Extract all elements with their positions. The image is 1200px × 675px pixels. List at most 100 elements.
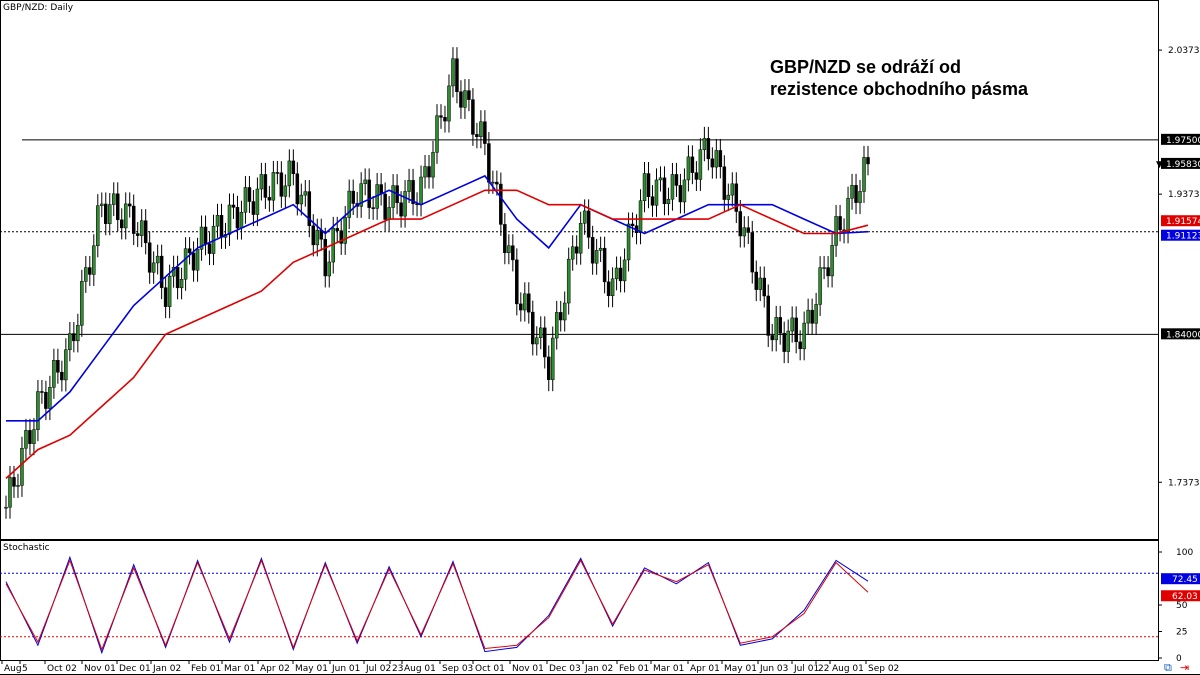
candle-body	[231, 204, 236, 208]
x-tick-label: Feb 01	[191, 664, 221, 674]
candle-body	[179, 278, 184, 289]
candle-body	[24, 430, 28, 449]
price-tag	[1161, 328, 1200, 340]
ma-blue-line	[6, 174, 869, 422]
candle-body	[646, 173, 651, 197]
candle-body	[670, 174, 675, 200]
candle-body	[335, 228, 339, 231]
candle-body	[602, 247, 607, 283]
candle-body	[546, 356, 551, 380]
candle-body	[706, 138, 711, 160]
candle-body	[76, 325, 80, 342]
candle-body	[754, 271, 759, 290]
price-tag-label: 1.84000	[1166, 330, 1200, 340]
candle-body	[195, 249, 200, 271]
candle-body	[147, 242, 152, 273]
candle-body	[60, 371, 64, 381]
candle-body	[658, 177, 663, 181]
stoch-tick-label: 100	[1176, 548, 1193, 558]
candle-body	[686, 156, 691, 181]
candle-body	[359, 183, 363, 207]
candle-body	[766, 295, 770, 336]
candle-body	[163, 287, 168, 307]
candle-body	[255, 188, 260, 215]
candle-body	[463, 90, 467, 108]
candle-body	[495, 181, 499, 185]
candle-body	[459, 91, 463, 108]
candle-body	[443, 117, 447, 122]
x-tick-label: Aug 01	[404, 664, 436, 674]
x-tick-label: Jul 01	[793, 664, 819, 674]
candle-body	[151, 262, 156, 273]
candle-body	[419, 176, 423, 206]
candle-body	[56, 360, 60, 373]
candle-body	[866, 157, 870, 165]
candle-body	[439, 115, 443, 118]
annotation-line-2: rezistence obchodního pásma	[770, 79, 1029, 99]
candle-body	[108, 204, 112, 224]
x-tick-label: Dec 03	[549, 664, 581, 674]
candle-body	[499, 183, 503, 225]
candle-body	[678, 185, 683, 203]
x-tick-label: Oct 02	[47, 664, 77, 674]
candle-body	[371, 207, 375, 209]
arrow-icon: ⇥	[1180, 661, 1189, 674]
candle-body	[295, 173, 300, 205]
candle-body	[838, 216, 842, 231]
candle-body	[854, 185, 858, 203]
candle-body	[327, 261, 331, 277]
candle-body	[738, 211, 743, 237]
candle-body	[722, 166, 727, 200]
candle-body	[303, 191, 308, 196]
candle-body	[582, 210, 587, 224]
candle-body	[139, 220, 144, 236]
candle-body	[471, 99, 475, 135]
last-price-marker: ▼	[1156, 160, 1163, 170]
candle-body	[578, 223, 583, 254]
price-tag-label: 1.95830	[1166, 160, 1200, 170]
candle-body	[104, 203, 108, 224]
candle-body	[491, 181, 495, 184]
candle-body	[467, 90, 471, 100]
candle-body	[554, 312, 559, 339]
candle-body	[92, 245, 96, 275]
candle-body	[834, 216, 838, 246]
candle-body	[550, 337, 555, 380]
candle-body	[507, 245, 511, 253]
stoch-tick-label: 50	[1176, 601, 1188, 611]
price-tag-label: 1.91123	[1166, 232, 1200, 242]
x-tick-label: Dec 01	[119, 664, 151, 674]
candle-body	[191, 252, 196, 271]
candle-body	[199, 226, 204, 250]
candle-body	[427, 166, 431, 178]
price-tag	[1161, 229, 1200, 241]
link-icon: ⧉	[1164, 661, 1172, 674]
candle-body	[483, 121, 487, 144]
candle-body	[339, 230, 343, 244]
candle-body	[822, 267, 826, 269]
candle-body	[782, 332, 786, 352]
candle-body	[243, 187, 248, 213]
candle-body	[682, 179, 687, 203]
candle-body	[16, 485, 20, 487]
candle-body	[794, 317, 798, 343]
candle-body	[638, 200, 643, 234]
candle-body	[535, 337, 539, 345]
candle-body	[543, 327, 547, 358]
candle-body	[259, 174, 264, 190]
x-tick-label: Sep 02	[868, 664, 899, 674]
candle-body	[68, 333, 72, 350]
candle-body	[131, 205, 136, 234]
price-tag-label: 1.97500	[1166, 136, 1200, 146]
candle-body	[155, 255, 160, 264]
stoch-tick-label: 0	[1176, 654, 1182, 664]
stoch-title: Stochastic	[3, 543, 50, 553]
candle-body	[570, 246, 575, 260]
x-tick-label: Mar 01	[653, 664, 684, 674]
candle-body	[247, 187, 252, 202]
candle-body	[52, 360, 56, 388]
candle-body	[606, 281, 611, 297]
candle-body	[287, 160, 292, 187]
candle-body	[846, 197, 850, 233]
